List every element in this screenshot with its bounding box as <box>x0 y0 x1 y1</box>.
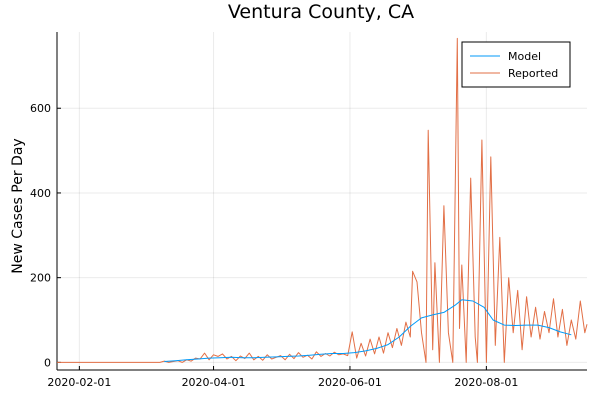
legend: Model Reported <box>461 41 571 88</box>
x-tick-label-0: 2020-02-01 <box>47 376 111 389</box>
series-line-model <box>164 299 572 362</box>
y-tick-label-3: 600 <box>30 102 51 115</box>
y-tick-label-1: 200 <box>30 272 51 285</box>
y-tick-label-2: 400 <box>30 187 51 200</box>
plot-series <box>57 37 588 363</box>
y-tick-label-0: 0 <box>44 356 51 369</box>
x-tick-label-1: 2020-04-01 <box>182 376 246 389</box>
legend-box <box>461 41 571 88</box>
chart-title: Ventura County, CA <box>228 1 414 23</box>
x-tick-label-3: 2020-08-01 <box>454 376 518 389</box>
legend-label-reported: Reported <box>508 67 558 80</box>
y-axis-label: New Cases Per Day <box>10 138 26 273</box>
x-tick-label-2: 2020-06-01 <box>318 376 382 389</box>
tick-labels: 2020-02-01 2020-04-01 2020-06-01 2020-08-01… <box>30 102 518 389</box>
legend-label-model: Model <box>508 50 541 63</box>
